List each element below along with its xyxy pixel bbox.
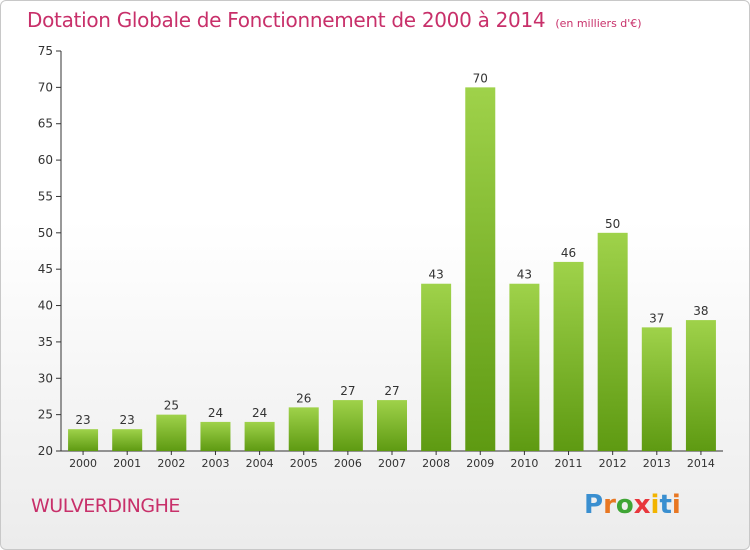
bar — [465, 87, 496, 451]
x-tick-label: 2006 — [334, 457, 362, 470]
bar — [553, 261, 584, 451]
x-tick-label: 2001 — [113, 457, 141, 470]
place-name: WULVERDINGHE — [31, 495, 180, 517]
bar-value-label: 37 — [649, 311, 664, 325]
bar — [244, 421, 275, 451]
bar — [332, 400, 363, 451]
brand-letter: i — [671, 490, 681, 520]
y-tick-label: 40 — [38, 299, 53, 313]
brand-letter: i — [650, 490, 660, 520]
y-tick-label: 60 — [38, 153, 53, 167]
x-tick-label: 2009 — [466, 457, 494, 470]
y-tick-label: 20 — [38, 444, 53, 458]
bar-value-label: 27 — [384, 384, 399, 398]
x-tick-label: 2002 — [157, 457, 185, 470]
brand-letter: x — [633, 490, 651, 520]
y-tick-label: 25 — [38, 408, 53, 422]
bars: 23 23 25 24 24 26 27 27 43 70 43 46 50 37 38 — [68, 71, 716, 451]
bar-value-label: 43 — [517, 268, 532, 282]
bar — [68, 429, 99, 451]
bar — [641, 327, 672, 451]
x-tick-label: 2014 — [687, 457, 715, 470]
x-tick-label: 2012 — [599, 457, 627, 470]
x-tick-label: 2004 — [246, 457, 274, 470]
bar — [200, 421, 231, 451]
bar — [156, 414, 187, 451]
y-tick-label: 55 — [38, 189, 53, 203]
y-tick-label: 75 — [38, 44, 53, 58]
brand-letter: P — [584, 490, 604, 520]
x-tick-label: 2003 — [201, 457, 229, 470]
bar-value-label: 24 — [252, 406, 267, 420]
bar — [377, 400, 407, 451]
axes: 20 25 30 35 40 45 50 55 60 65 70 75 2000 2001 2002 2003… — [38, 44, 723, 470]
bar-value-label: 25 — [164, 399, 179, 413]
brand-letter: t — [659, 490, 672, 520]
bar — [421, 283, 452, 451]
bar-value-label: 23 — [120, 413, 135, 427]
x-tick-label: 2010 — [510, 457, 538, 470]
y-tick-label: 35 — [38, 335, 53, 349]
bar-value-label: 23 — [75, 413, 90, 427]
bar — [509, 283, 540, 451]
bar — [685, 320, 716, 451]
y-tick-label: 45 — [38, 262, 53, 276]
chart-title-text: Dotation Globale de Fonctionnement de 20… — [27, 8, 546, 32]
chart-subtitle: (en milliers d'€) — [555, 17, 642, 30]
bar-value-label: 70 — [473, 71, 488, 85]
x-tick-label: 2008 — [422, 457, 450, 470]
bar-value-label: 26 — [296, 391, 311, 405]
x-tick-label: 2000 — [69, 457, 97, 470]
y-tick-label: 70 — [38, 80, 53, 94]
y-tick-label: 50 — [38, 226, 53, 240]
x-tick-label: 2011 — [555, 457, 583, 470]
bar-value-label: 43 — [428, 268, 443, 282]
bar — [112, 429, 143, 451]
bar — [288, 407, 319, 451]
x-tick-label: 2005 — [290, 457, 318, 470]
x-tick-label: 2013 — [643, 457, 671, 470]
bar-value-label: 27 — [340, 384, 355, 398]
brand-letter: r — [603, 490, 616, 520]
bar-value-label: 38 — [693, 304, 708, 318]
x-tick-label: 2007 — [378, 457, 406, 470]
y-tick-label: 65 — [38, 117, 53, 131]
bar-value-label: 46 — [561, 246, 576, 260]
chart-title: Dotation Globale de Fonctionnement de 20… — [27, 8, 642, 32]
bar-value-label: 24 — [208, 406, 223, 420]
brand-logo[interactable]: Proxiti — [584, 490, 681, 520]
brand-letter: o — [615, 490, 634, 520]
bar-value-label: 50 — [605, 217, 620, 231]
bar — [597, 232, 628, 451]
y-tick-label: 30 — [38, 371, 53, 385]
